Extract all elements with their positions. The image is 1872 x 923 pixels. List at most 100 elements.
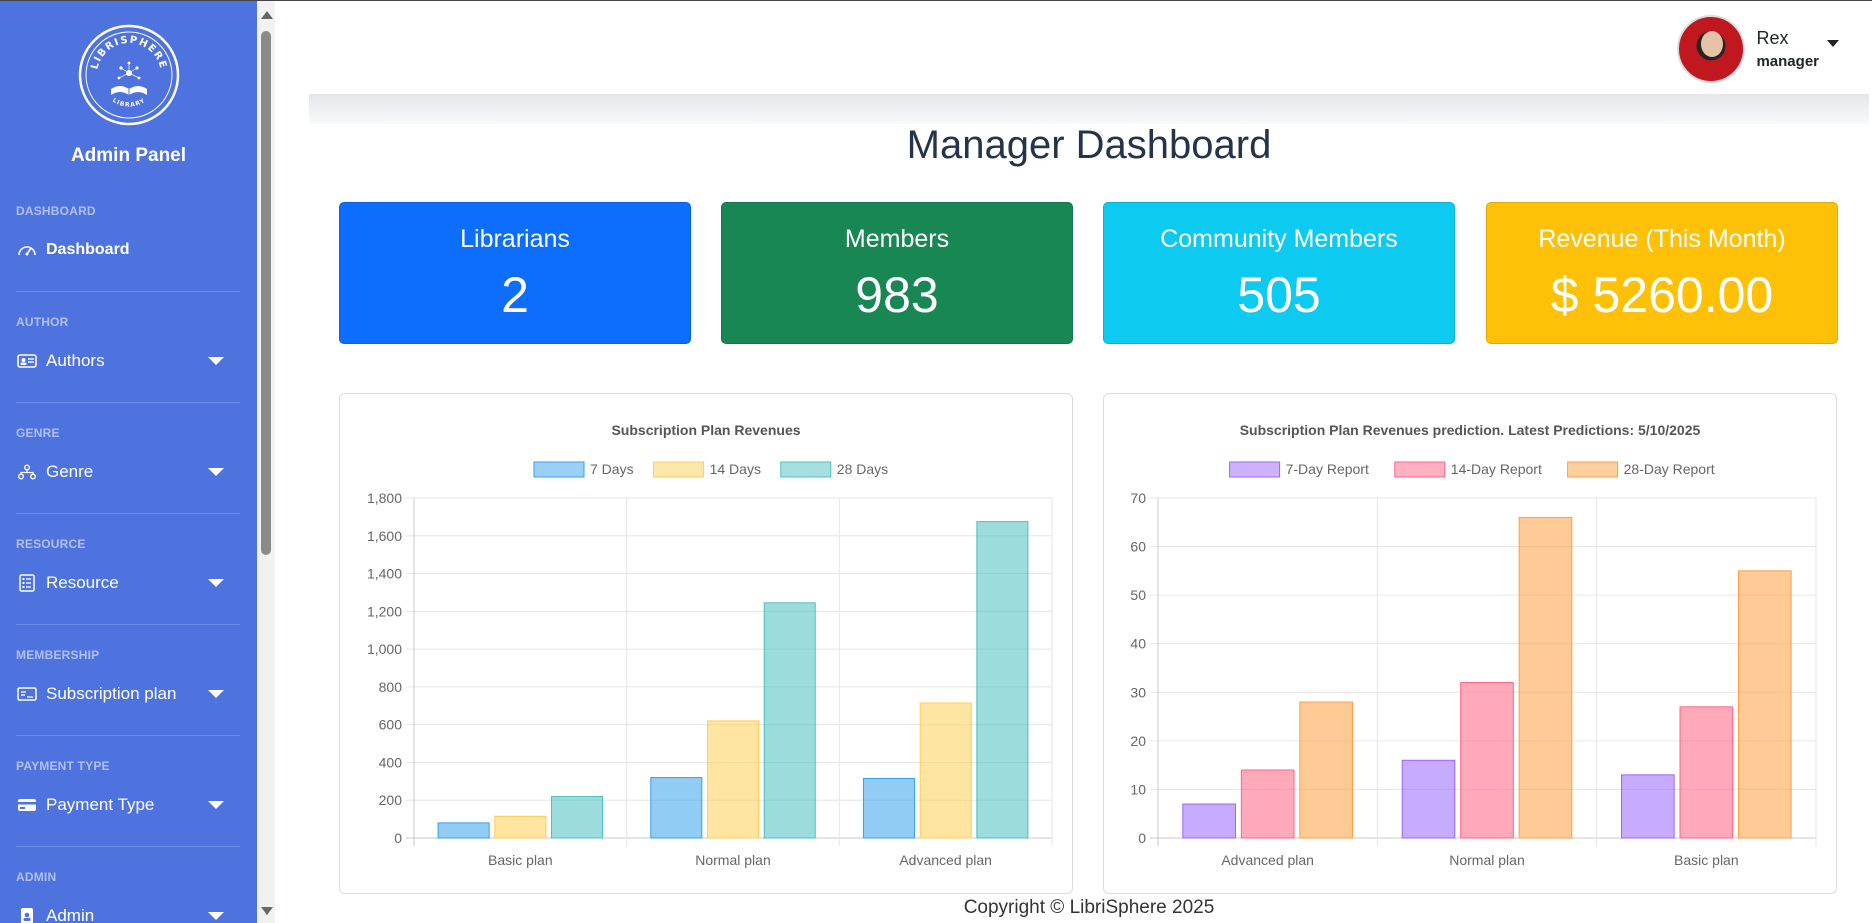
sidebar-item-dashboard[interactable]: Dashboard xyxy=(0,230,257,270)
legend-label: 14-Day Report xyxy=(1451,461,1542,477)
y-tick-label: 40 xyxy=(1130,636,1146,652)
y-tick-label: 1,200 xyxy=(367,603,402,619)
bar[interactable] xyxy=(551,795,604,839)
divider xyxy=(16,846,240,847)
legend-item[interactable]: 14-Day Report xyxy=(1394,461,1542,478)
topbar: Rex manager xyxy=(309,1,1869,94)
bar[interactable] xyxy=(763,602,816,839)
bar[interactable] xyxy=(1401,759,1456,839)
logo-text-bottom: LIBRARY xyxy=(111,97,146,109)
sidebar-title: Admin Panel xyxy=(70,145,187,166)
y-tick-label: 10 xyxy=(1130,781,1146,797)
bar[interactable] xyxy=(706,720,760,839)
sidebar-item-label: Dashboard xyxy=(46,241,130,258)
section-heading: ADMIN xyxy=(16,870,57,884)
chevron-down-icon[interactable] xyxy=(208,801,224,809)
sidebar-scrollbar[interactable] xyxy=(257,1,275,923)
chevron-down-icon[interactable] xyxy=(208,690,224,698)
legend-swatch xyxy=(1394,461,1446,478)
legend-label: 7 Days xyxy=(590,461,634,477)
bar[interactable] xyxy=(650,777,703,839)
stat-card-librarians: Librarians 2 xyxy=(339,202,691,344)
librisphere-logo[interactable]: LIBRISPHERE LIBRARY xyxy=(77,23,181,127)
y-tick-label: 1,800 xyxy=(367,490,402,506)
stat-card-members: Members 983 xyxy=(721,202,1073,344)
y-tick-label: 30 xyxy=(1130,684,1146,700)
user-role: manager xyxy=(1756,53,1819,70)
sidebar-item-label: Subscription plan xyxy=(46,684,177,703)
section-heading: AUTHOR xyxy=(16,315,69,329)
card-value: $ 5260.00 xyxy=(1550,267,1774,323)
legend-swatch xyxy=(653,461,705,478)
legend-item[interactable]: 7 Days xyxy=(533,461,634,478)
sidebar-section-payment-type: PAYMENT TYPE Payment Type xyxy=(0,759,257,825)
sidebar-item-resource[interactable]: Resource xyxy=(0,563,257,603)
chevron-down-icon[interactable] xyxy=(208,579,224,587)
topbar-shadow xyxy=(309,94,1869,124)
divider xyxy=(16,402,240,403)
sidebar-item-admin[interactable]: Admin xyxy=(0,896,257,923)
sidebar-item-label: Payment Type xyxy=(46,795,155,814)
bar[interactable] xyxy=(1460,682,1514,839)
legend-item[interactable]: 28 Days xyxy=(780,461,888,478)
divider xyxy=(16,291,240,292)
scroll-thumb[interactable] xyxy=(261,31,271,555)
section-heading: DASHBOARD xyxy=(16,204,96,218)
chart-panel-predictions: Subscription Plan Revenues prediction. L… xyxy=(1103,393,1837,894)
legend-label: 28-Day Report xyxy=(1624,461,1715,477)
brand[interactable]: LIBRISPHERE LIBRARY Admin Panel xyxy=(0,1,257,167)
chevron-down-icon[interactable] xyxy=(1827,39,1839,47)
x-tick-label: Normal plan xyxy=(1449,852,1524,868)
legend-label: 14 Days xyxy=(710,461,761,477)
bar[interactable] xyxy=(919,702,972,839)
scroll-down-arrow-icon[interactable] xyxy=(261,907,273,915)
bar[interactable] xyxy=(862,778,915,839)
user-name: Rex xyxy=(1756,28,1789,48)
chevron-down-icon[interactable] xyxy=(208,468,224,476)
scroll-up-arrow-icon[interactable] xyxy=(261,11,273,19)
section-heading: RESOURCE xyxy=(16,537,86,551)
bar[interactable] xyxy=(437,822,490,839)
stat-card-community-members: Community Members 505 xyxy=(1103,202,1455,344)
legend-item[interactable]: 7-Day Report xyxy=(1229,461,1369,478)
sidebar-section-admin: ADMIN Admin xyxy=(0,870,257,923)
y-tick-label: 1,400 xyxy=(367,566,402,582)
bar[interactable] xyxy=(494,815,547,839)
bar[interactable] xyxy=(976,521,1029,839)
sidebar-item-authors[interactable]: Authors xyxy=(0,341,257,381)
y-tick-label: 400 xyxy=(379,754,403,770)
sidebar-section-dashboard: DASHBOARD Dashboard xyxy=(0,204,257,270)
avatar[interactable] xyxy=(1677,15,1746,83)
bar[interactable] xyxy=(1679,706,1734,839)
x-tick-label: Advanced plan xyxy=(1221,852,1314,868)
sidebar-section-resource: RESOURCE Resource xyxy=(0,537,257,603)
sidebar-item-subscription-plan[interactable]: Subscription plan xyxy=(0,674,257,714)
y-tick-label: 70 xyxy=(1130,490,1146,506)
membership-card-icon xyxy=(16,685,38,703)
bar[interactable] xyxy=(1299,701,1353,839)
sidebar-item-payment-type[interactable]: Payment Type xyxy=(0,785,257,825)
credit-card-icon xyxy=(16,796,38,814)
bar[interactable] xyxy=(1738,570,1792,839)
divider xyxy=(16,735,240,736)
chevron-down-icon[interactable] xyxy=(208,357,224,365)
bar[interactable] xyxy=(1240,769,1295,839)
y-tick-label: 60 xyxy=(1130,539,1146,555)
chevron-down-icon[interactable] xyxy=(208,912,224,920)
page-title: Manager Dashboard xyxy=(906,123,1272,167)
list-document-icon xyxy=(16,574,38,592)
sidebar-item-genre[interactable]: Genre xyxy=(0,452,257,492)
bar[interactable] xyxy=(1182,803,1236,839)
sidebar-item-label: Genre xyxy=(46,462,94,481)
legend-item[interactable]: 14 Days xyxy=(653,461,761,478)
legend-item[interactable]: 28-Day Report xyxy=(1567,461,1715,478)
user-menu[interactable]: Rex manager xyxy=(1677,15,1839,83)
bar[interactable] xyxy=(1518,516,1573,839)
card-value: 2 xyxy=(501,267,529,323)
legend-label: 28 Days xyxy=(837,461,888,477)
section-heading: GENRE xyxy=(16,426,60,440)
card-title: Members xyxy=(844,225,950,253)
bar[interactable] xyxy=(1621,774,1675,839)
sidebar-section-author: AUTHOR Authors xyxy=(0,315,257,381)
